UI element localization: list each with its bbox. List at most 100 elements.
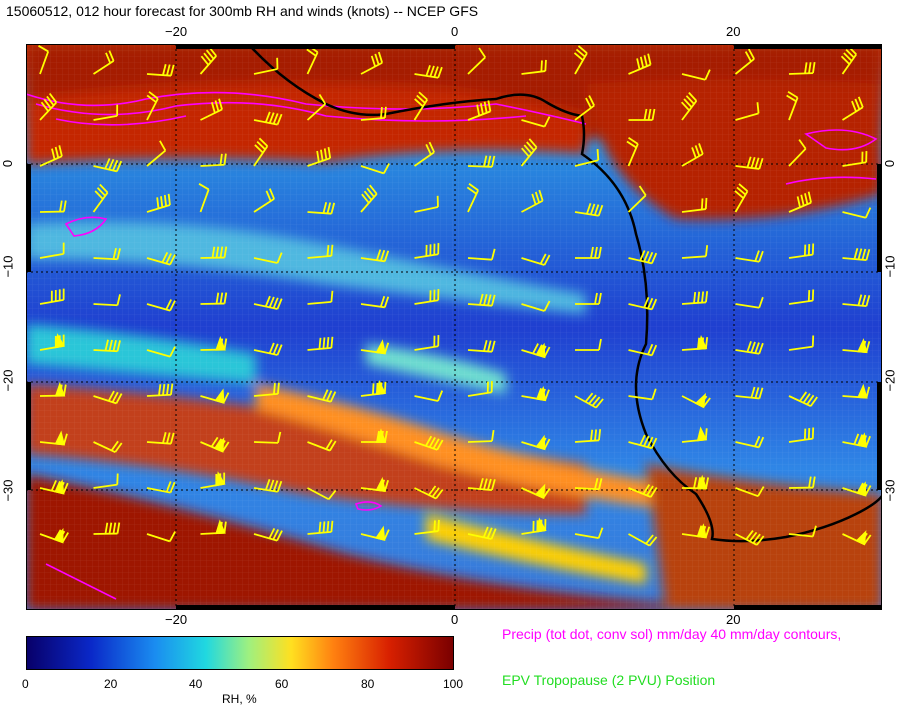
wind-barb: [840, 45, 858, 75]
frame-segment-bottom: [176, 605, 455, 610]
wind-barb: [842, 383, 871, 399]
wind-barb: [520, 138, 538, 167]
wind-barb: [735, 530, 765, 546]
wind-barb: [146, 346, 176, 358]
wind-barb: [414, 65, 443, 79]
wind-barb: [413, 141, 435, 167]
wind-barb: [414, 435, 444, 451]
top-tick-20: 20: [726, 24, 741, 39]
wind-barb: [521, 189, 544, 213]
wind-barb: [734, 48, 755, 75]
wind-barb: [307, 202, 336, 215]
wind-barb: [786, 91, 799, 121]
colorbar-tick-80: 80: [361, 677, 375, 691]
wind-barb: [788, 243, 815, 259]
wind-barb: [681, 197, 708, 213]
wind-barb: [414, 390, 444, 402]
wind-barb: [788, 335, 815, 351]
wind-barb: [467, 340, 496, 353]
right-tick-minus30: −30: [882, 479, 898, 502]
wind-barb: [735, 386, 764, 400]
wind-barb: [575, 292, 602, 305]
wind-barb: [681, 523, 711, 539]
wind-barb: [521, 517, 547, 535]
top-tick-0: 0: [451, 24, 459, 39]
wind-barb: [146, 193, 171, 213]
wind-barb: [788, 289, 815, 305]
wind-barb: [521, 300, 551, 312]
wind-barb: [146, 531, 176, 543]
frame-segment-left-lower: [26, 382, 31, 490]
wind-barb: [628, 53, 652, 75]
wind-barb: [521, 116, 551, 128]
wind-barb: [200, 246, 228, 259]
wind-barb: [361, 428, 388, 443]
wind-barb: [681, 143, 704, 167]
wind-barb: [253, 479, 283, 493]
wind-barb: [307, 336, 334, 351]
wind-barb: [414, 485, 444, 500]
wind-barb: [38, 45, 50, 75]
wind-barb: [360, 163, 390, 175]
wind-barb: [360, 476, 390, 492]
wind-barb: [253, 137, 269, 167]
colorbar-tick-60: 60: [275, 677, 289, 691]
wind-barb: [735, 341, 764, 355]
wind-barb: [735, 102, 760, 121]
wind-barb: [628, 343, 658, 357]
wind-barb: [681, 291, 709, 305]
wind-barb: [253, 111, 283, 126]
wind-barb: [307, 290, 334, 305]
wind-barb: [360, 51, 384, 75]
wind-barb: [93, 158, 123, 173]
wind-barb: [146, 91, 159, 121]
wind-barb: [307, 520, 334, 535]
wind-barb: [93, 339, 121, 353]
wind-barb: [414, 289, 440, 305]
wind-barb: [413, 91, 428, 121]
wind-barb: [39, 92, 58, 121]
wind-barb: [146, 299, 176, 312]
map-title: 15060512, 012 hour forecast for 300mb RH…: [6, 3, 479, 19]
wind-barb: [842, 96, 864, 121]
wind-barb: [360, 106, 387, 121]
wind-barb: [467, 381, 493, 397]
wind-barb: [146, 140, 167, 167]
wind-barb: [39, 145, 63, 167]
wind-barb: [521, 253, 551, 266]
wind-barb: [253, 57, 279, 75]
wind-barb: [521, 483, 551, 500]
wind-barb: [628, 296, 658, 311]
wind-barb: [788, 525, 817, 538]
wind-barb: [628, 434, 658, 450]
wind-barb: [574, 95, 595, 121]
colorbar-tick-20: 20: [104, 677, 118, 691]
left-tick-minus30: −30: [0, 479, 16, 502]
wind-barb: [93, 522, 121, 535]
wind-barb: [467, 526, 497, 540]
wind-barb: [39, 382, 67, 397]
wind-barb: [574, 148, 600, 167]
colorbar-tick-0: 0: [22, 677, 29, 691]
wind-barb: [627, 185, 647, 213]
wind-barb: [39, 200, 67, 213]
left-tick-minus20: −20: [0, 369, 16, 392]
wind-barb: [93, 104, 119, 121]
right-tick-0: 0: [882, 159, 898, 168]
wind-barb: [521, 434, 551, 451]
left-tick-minus10: −10: [0, 255, 16, 278]
frame-segment-top: [176, 44, 455, 49]
wind-barb: [467, 100, 492, 121]
wind-barb: [681, 69, 711, 81]
precip-contours: [26, 91, 878, 600]
wind-barb: [467, 478, 496, 491]
wind-barb: [307, 146, 332, 167]
wind-barb: [681, 335, 709, 351]
wind-barb: [307, 439, 337, 452]
wind-barb: [253, 342, 283, 356]
wind-barb: [467, 155, 496, 168]
rh-wind-map: [26, 44, 882, 610]
colorbar-tick-40: 40: [189, 677, 203, 691]
wind-barb: [788, 61, 816, 75]
colorbar-tick-100: 100: [443, 677, 464, 691]
